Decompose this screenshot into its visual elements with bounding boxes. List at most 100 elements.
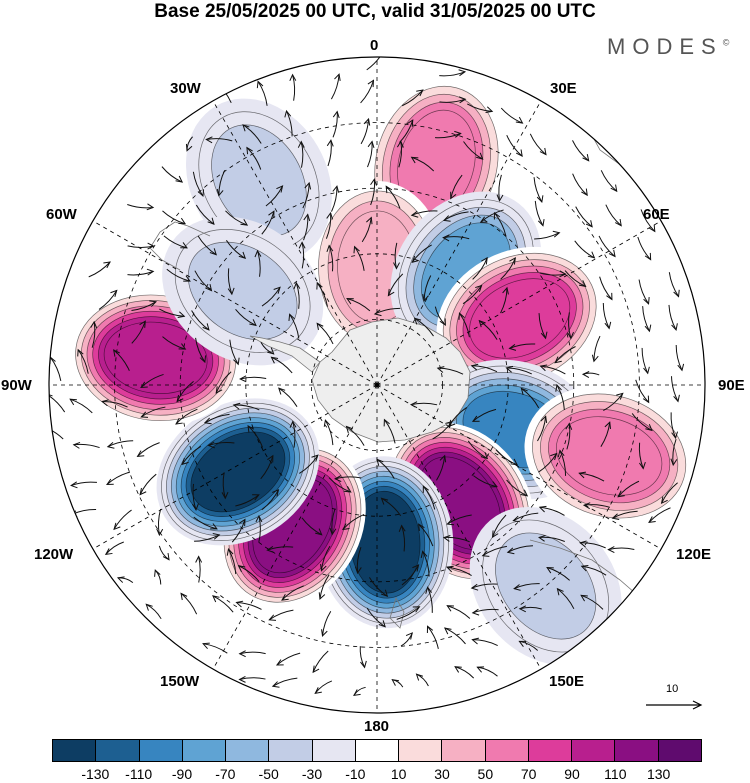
wind-vector: [640, 209, 656, 232]
wind-vector: [361, 217, 372, 243]
positive-anomaly-contour: [469, 278, 571, 359]
wind-vector: [238, 565, 260, 582]
wind-vector: [325, 212, 332, 239]
wind-vector: [233, 404, 260, 411]
wind-vector: [572, 140, 589, 162]
wind-vector: [292, 74, 296, 101]
wind-vector-head: [353, 245, 360, 254]
vector-scale-label: 10: [666, 683, 679, 695]
wind-vector: [546, 567, 570, 581]
wind-vector-head: [207, 441, 215, 449]
modes-logo: MODES©: [607, 34, 729, 60]
wind-vector: [498, 174, 502, 201]
wind-vector: [411, 244, 432, 263]
wind-vector-head: [385, 185, 393, 194]
wind-vector: [422, 551, 430, 577]
wind-vector-head: [202, 642, 210, 650]
wind-vector: [242, 124, 262, 144]
wind-vector-head: [380, 589, 389, 598]
wind-vector: [77, 349, 89, 374]
wind-vector-head: [540, 331, 548, 340]
wind-vector: [559, 450, 567, 476]
wind-vector-head: [481, 256, 488, 265]
wind-vector-head: [552, 230, 561, 238]
colorbar-swatch: [53, 740, 97, 761]
colorbar-ticks: -130 -110 -90 -70 -50 -30 -10 10 30 50 70 90 110 130: [52, 766, 702, 783]
wind-vector: [672, 438, 677, 466]
wind-vector: [225, 240, 246, 259]
wind-vector: [320, 545, 331, 571]
colorbar-swatch: [355, 740, 400, 761]
wind-vector-head: [116, 576, 125, 583]
wind-vector-head: [660, 496, 668, 505]
wind-vector-head: [281, 594, 289, 601]
wind-vector-head: [611, 513, 620, 521]
wind-vector: [322, 610, 332, 636]
wind-vector-head: [580, 594, 588, 602]
wind-vector: [556, 384, 565, 410]
wind-vector-head: [642, 395, 650, 404]
negative-anomaly-contour: [495, 532, 597, 640]
wind-vector: [247, 425, 264, 448]
wind-vector-head: [615, 218, 622, 227]
lon-label-60e: 60E: [643, 206, 670, 223]
wind-vector: [631, 413, 653, 431]
wind-vector-head: [502, 286, 509, 295]
wind-vector-head: [288, 313, 295, 321]
wind-vector: [575, 206, 593, 228]
wind-vector: [410, 402, 438, 406]
wind-vector: [159, 308, 185, 317]
wind-vector: [278, 387, 298, 407]
wind-vector: [513, 512, 539, 522]
colorbar-swatch: [269, 740, 313, 761]
wind-vector: [539, 272, 566, 276]
wind-vector: [324, 419, 334, 446]
wind-vector-head: [178, 217, 187, 225]
wind-vector-head: [270, 356, 279, 364]
wind-vector: [175, 408, 198, 425]
wind-vector-head: [276, 185, 284, 193]
wind-vector-head: [212, 595, 220, 603]
wind-vector-head: [238, 650, 246, 658]
wind-vector-head: [321, 629, 328, 637]
wind-vector-head: [539, 364, 548, 372]
wind-vector: [346, 426, 365, 446]
wind-vector: [366, 607, 386, 628]
antarctica-landmass: [311, 317, 471, 443]
wind-vector-head: [185, 143, 193, 152]
wind-vector-head: [411, 255, 419, 263]
wind-vector-head: [412, 606, 421, 613]
wind-vector-head: [183, 275, 191, 282]
wind-vector: [113, 509, 132, 530]
wind-vector-head: [671, 323, 678, 331]
wind-vector-head: [316, 281, 323, 290]
wind-vector-head: [275, 659, 284, 666]
map-title: Base 25/05/2025 00 UTC, valid 31/05/2025…: [154, 1, 596, 22]
wind-vector-head: [581, 188, 588, 197]
wind-vector: [574, 240, 595, 259]
wind-vector: [157, 508, 162, 536]
wind-vector: [299, 454, 319, 474]
wind-vector: [447, 514, 472, 525]
wind-vector: [260, 455, 274, 480]
wind-vector-head: [346, 297, 354, 305]
wind-vector-head: [485, 106, 494, 114]
negative-anomaly-contour: [187, 241, 298, 341]
wind-vector: [564, 270, 586, 287]
wind-vector-head: [505, 365, 514, 373]
wind-vector-head: [475, 284, 483, 292]
wind-vector: [538, 313, 547, 339]
wind-vector-head: [670, 458, 678, 467]
wind-vector: [463, 141, 483, 160]
wind-vector-head: [252, 494, 260, 501]
meridian-line: [376, 100, 542, 386]
wind-vector-head: [391, 679, 399, 686]
colorbar-swatch: [485, 740, 529, 761]
wind-vector-head: [329, 527, 337, 536]
wind-vector-head: [673, 394, 680, 403]
wind-vector: [370, 179, 376, 206]
wind-vector-head: [578, 471, 586, 479]
wind-vector-head: [363, 117, 371, 126]
wind-vector: [131, 301, 157, 311]
wind-vector: [198, 556, 201, 583]
